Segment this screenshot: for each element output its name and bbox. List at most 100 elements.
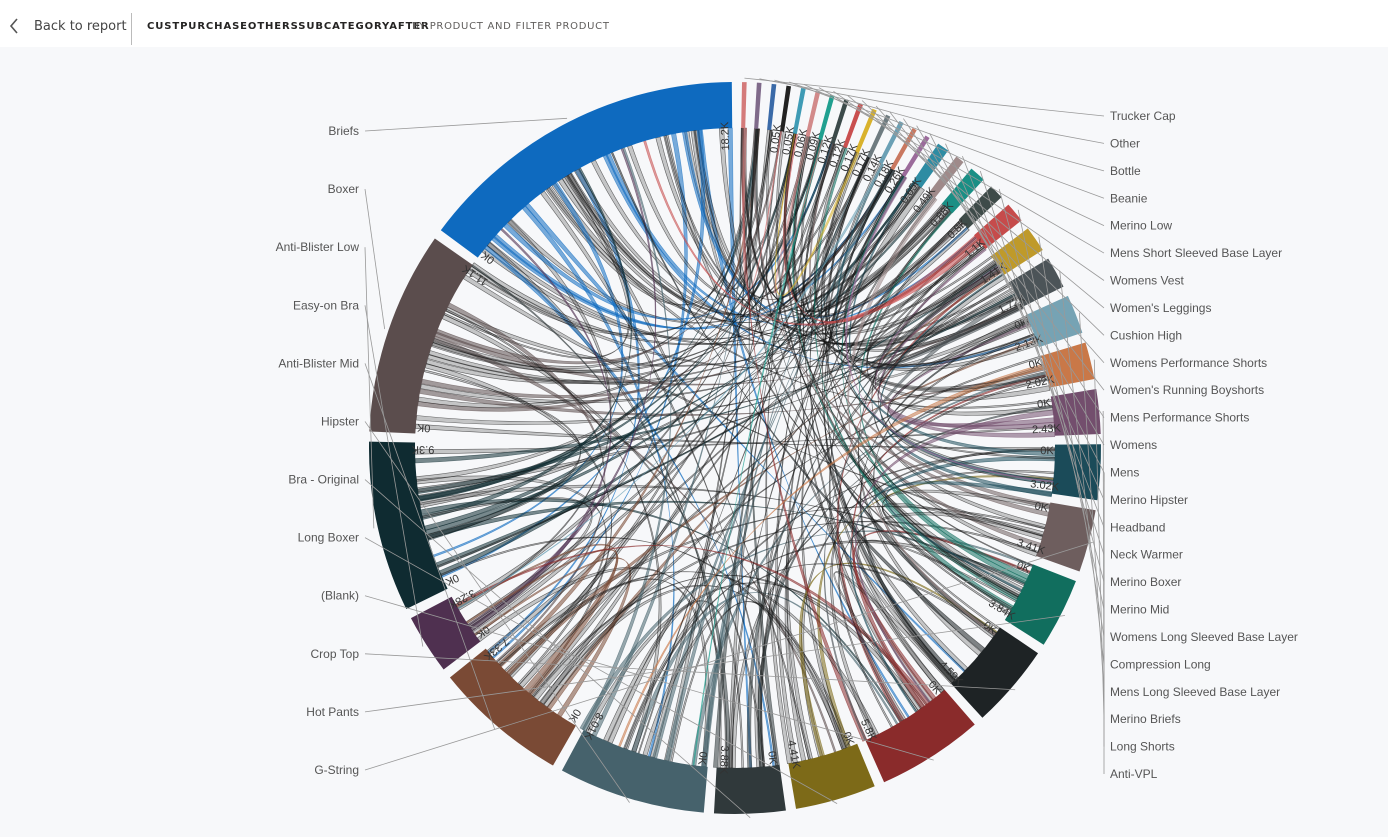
arc-zero-label-long-shorts: 0K: [1036, 397, 1052, 411]
leader-line-mens-performance-shorts: [903, 118, 1105, 418]
chord-arc-merino-boxer[interactable]: [958, 186, 1002, 229]
back-to-report-button[interactable]: Back to report: [8, 12, 127, 40]
chord-ribbon-merino-briefs: [823, 152, 1048, 391]
chord-ribbon-anti-blister-low: [423, 369, 581, 540]
chord-arc-hipster[interactable]: [561, 729, 708, 813]
chord-arc-womens-performance-shorts[interactable]: [855, 108, 877, 153]
chord-label-women-s-running-boyshorts: Women's Running Boyshorts: [1110, 383, 1264, 397]
chord-arc-womens-vest[interactable]: [818, 94, 835, 141]
chevron-left-icon: [8, 17, 20, 35]
chord-arc-mens-performance-shorts[interactable]: [878, 121, 904, 164]
chord-arc-women-s-leggings[interactable]: [830, 98, 849, 144]
leader-line-crop-top: [364, 653, 1016, 691]
visual-title: CUSTPURCHASEOTHERSSUBCATEGORYAFTER: [147, 21, 430, 32]
chord-label-long-boxer: Long Boxer: [298, 531, 359, 545]
arc-max-label-merino-low: 0.05K: [780, 125, 797, 156]
chord-arc-mens-long-sleeved-base-layer[interactable]: [1026, 295, 1083, 348]
chord-ribbon-women-s-running-boyshorts: [637, 157, 872, 754]
leader-line-merino-mid: [1017, 209, 1105, 610]
chord-arc-boxer[interactable]: [369, 238, 473, 434]
chord-label-beanie: Beanie: [1110, 191, 1148, 205]
chord-arc-crop-top[interactable]: [951, 627, 1039, 718]
leader-line-anti-blister-low: [364, 247, 375, 529]
chord-arc-mens-short-sleeved-base-layer[interactable]: [805, 91, 821, 137]
chord-arc-anti-blister-mid[interactable]: [449, 648, 576, 766]
leader-line-women-s-leggings: [847, 95, 1105, 309]
chord-arc-trucker-cap[interactable]: [741, 82, 747, 129]
arc-zero-label-hipster: 0K: [695, 751, 708, 766]
chord-ribbon-anti-vpl: [849, 181, 1056, 457]
chord-label-women-s-leggings: Women's Leggings: [1110, 301, 1211, 315]
chord-arc-briefs[interactable]: [440, 82, 733, 258]
chord-ribbon-womens-vest: [692, 139, 824, 766]
chord-label-trucker-cap: Trucker Cap: [1110, 109, 1176, 123]
arc-zero-label-long-boxer: 0K: [840, 730, 856, 748]
leader-line-bra-original: [364, 479, 751, 818]
chord-label-bra-original: Bra - Original: [288, 473, 359, 487]
chord-chart: 18.2K0K11.1K0K9.3K0K3.28K0K7.33K0K8.01K0…: [276, 77, 1298, 818]
leader-line-merino-briefs: [1093, 359, 1105, 720]
leader-line-mens: [929, 133, 1105, 473]
chord-label-g-string: G-String: [314, 763, 359, 777]
chord-label-crop-top: Crop Top: [311, 647, 360, 661]
chord-label-anti-blister-mid: Anti-Blister Mid: [278, 356, 359, 370]
chord-label-cushion-high: Cushion High: [1110, 328, 1182, 342]
arc-max-label-bra-original: 3.88K: [717, 745, 730, 775]
chord-label-anti-vpl: Anti-VPL: [1110, 767, 1158, 781]
top-bar: Back to report CUSTPURCHASEOTHERSSUBCATE…: [0, 0, 1388, 47]
chord-label-boxer: Boxer: [328, 182, 359, 196]
chord-label-long-shorts: Long Shorts: [1110, 740, 1175, 754]
chord-ribbon-bra-original: [471, 264, 731, 769]
chord-arc-blank[interactable]: [865, 689, 975, 783]
header-divider: [131, 13, 132, 45]
chord-labels: Briefs Boxer Anti-Blister Low Easy-on Bra An…: [276, 77, 1298, 818]
chord-arc-hot-pants[interactable]: [1004, 564, 1076, 645]
chord-ribbon-anti-blister-mid: [529, 184, 919, 698]
chord-arc-merino-hipster[interactable]: [912, 143, 949, 188]
chord-arc-g-string[interactable]: [1036, 502, 1096, 572]
chord-arc-womens-long-sleeved-base-layer[interactable]: [991, 228, 1043, 275]
chord-label-mens-long-sleeved-base-layer: Mens Long Sleeved Base Layer: [1110, 685, 1280, 699]
chord-arc-bottle[interactable]: [767, 83, 777, 131]
chord-ribbon-hipster: [581, 147, 672, 732]
chord-ribbon-long-boxer: [440, 536, 847, 750]
chord-arc-long-boxer[interactable]: [788, 743, 875, 809]
leader-line-mens-short-sleeved-base-layer: [818, 87, 1105, 254]
chord-label-briefs: Briefs: [328, 124, 359, 138]
arc-zero-label-g-string: 0K: [1034, 500, 1050, 514]
chord-arc-merino-mid[interactable]: [974, 204, 1022, 249]
chord-label-headband: Headband: [1110, 520, 1165, 534]
leader-line-hot-pants: [364, 615, 1065, 713]
arc-zero-label-hot-pants: 0K: [1015, 559, 1033, 575]
chord-arc-easy-on-bra[interactable]: [410, 596, 481, 670]
chord-ribbon-anti-blister-low: [421, 167, 632, 520]
chord-label-womens-performance-shorts: Womens Performance Shorts: [1110, 356, 1267, 370]
chord-arc-mens[interactable]: [901, 135, 930, 177]
leader-line-cushion-high: [861, 100, 1105, 336]
chord-arc-cushion-high[interactable]: [842, 103, 863, 149]
chord-arc-merino-low[interactable]: [792, 88, 806, 135]
chord-label-other: Other: [1110, 136, 1140, 150]
chord-ribbon-easy-on-bra: [476, 567, 728, 769]
chord-arc-anti-blister-low[interactable]: [369, 441, 448, 609]
chord-label-merino-hipster: Merino Hipster: [1110, 493, 1188, 507]
arc-max-label-long-boxer: 4.41K: [785, 739, 802, 770]
arc-max-label-beanie: 0.05K: [768, 123, 784, 154]
chord-arc-other[interactable]: [754, 82, 762, 129]
leader-line-bottle: [774, 79, 1105, 172]
leader-line-easy-on-bra: [364, 305, 424, 647]
chord-ribbon-hipster: [504, 578, 710, 768]
chord-label-womens: Womens: [1110, 438, 1157, 452]
chord-ribbon-crop-top: [755, 128, 997, 637]
chord-label-bottle: Bottle: [1110, 164, 1141, 178]
leader-line-womens-vest: [833, 91, 1105, 281]
chord-label-hot-pants: Hot Pants: [306, 705, 359, 719]
chord-label-womens-vest: Womens Vest: [1110, 274, 1184, 288]
chord-label-hipster: Hipster: [321, 414, 359, 428]
chord-arc-beanie[interactable]: [779, 85, 792, 132]
chord-arc-compression-long[interactable]: [1008, 258, 1064, 307]
leader-line-womens: [916, 125, 1105, 446]
back-to-report-label: Back to report: [34, 18, 127, 34]
arc-max-label-briefs: 18.2K: [719, 121, 732, 151]
leader-line-anti-blister-mid: [364, 363, 496, 730]
